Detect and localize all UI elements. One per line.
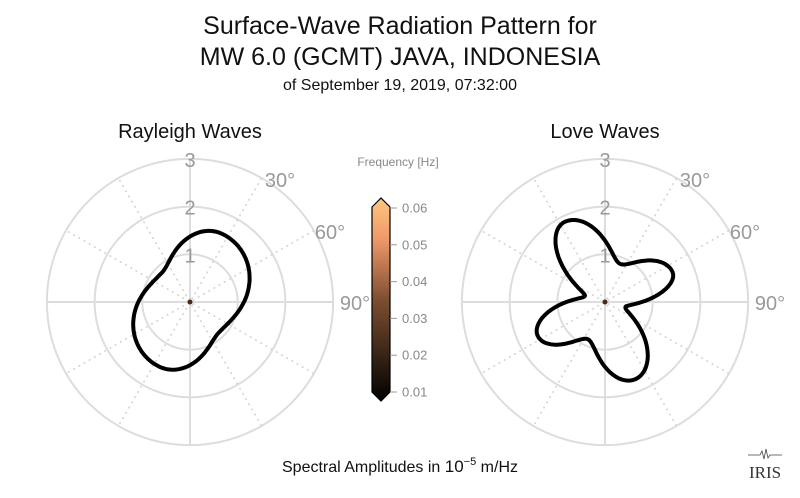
radial-tick-label: 1 — [184, 245, 195, 267]
colorbar-tick-label: 0.05 — [402, 237, 427, 252]
chart-subtitle: of September 19, 2019, 07:32:00 — [283, 77, 517, 94]
colorbar-tick-label: 0.01 — [402, 385, 427, 400]
colorbar-tick-label: 0.04 — [402, 274, 427, 289]
angle-tick-label: 60° — [730, 222, 760, 244]
colorbar: Frequency [Hz] 0.06 0.05 0.04 0.03 0.02 0.01 — [357, 155, 439, 402]
angle-tick-label: 30° — [265, 170, 295, 192]
rayleigh-pattern-curve — [131, 228, 252, 372]
radial-tick-label: 2 — [599, 198, 610, 220]
angle-tick-label: 90° — [755, 293, 785, 315]
angle-tick-label: 60° — [315, 222, 345, 244]
chart-title-line2: MW 6.0 (GCMT) JAVA, INDONESIA — [200, 43, 601, 71]
iris-logo: IRIS — [748, 448, 782, 482]
colorbar-body — [371, 197, 391, 402]
seismogram-icon — [748, 448, 782, 460]
center-point — [187, 299, 193, 305]
colorbar-label: Frequency [Hz] — [357, 155, 438, 169]
radial-tick-label: 1 — [599, 245, 610, 267]
love-panel-title: Love Waves — [550, 121, 659, 143]
colorbar-tick-label: 0.06 — [402, 201, 427, 216]
angle-tick-label: 90° — [340, 293, 370, 315]
radial-tick-label: 3 — [599, 150, 610, 172]
colorbar-tick-label: 0.02 — [402, 348, 427, 363]
rayleigh-panel: Rayleigh Waves 1 2 3 30° 60° 90° — [45, 121, 370, 447]
radial-tick-label: 3 — [184, 150, 195, 172]
center-point — [602, 299, 608, 305]
love-pattern-curve — [534, 218, 676, 383]
radial-tick-label: 2 — [184, 198, 195, 220]
love-panel: Love Waves 1 2 3 30° 60° 90° — [460, 121, 785, 447]
logo-text: IRIS — [749, 463, 781, 482]
angle-tick-label: 30° — [680, 170, 710, 192]
rayleigh-panel-title: Rayleigh Waves — [118, 121, 262, 143]
chart-title-line1: Surface-Wave Radiation Pattern for — [203, 12, 597, 40]
colorbar-tick-label: 0.03 — [402, 311, 427, 326]
x-axis-label: Spectral Amplitudes in 10−5 m/Hz — [282, 456, 518, 476]
